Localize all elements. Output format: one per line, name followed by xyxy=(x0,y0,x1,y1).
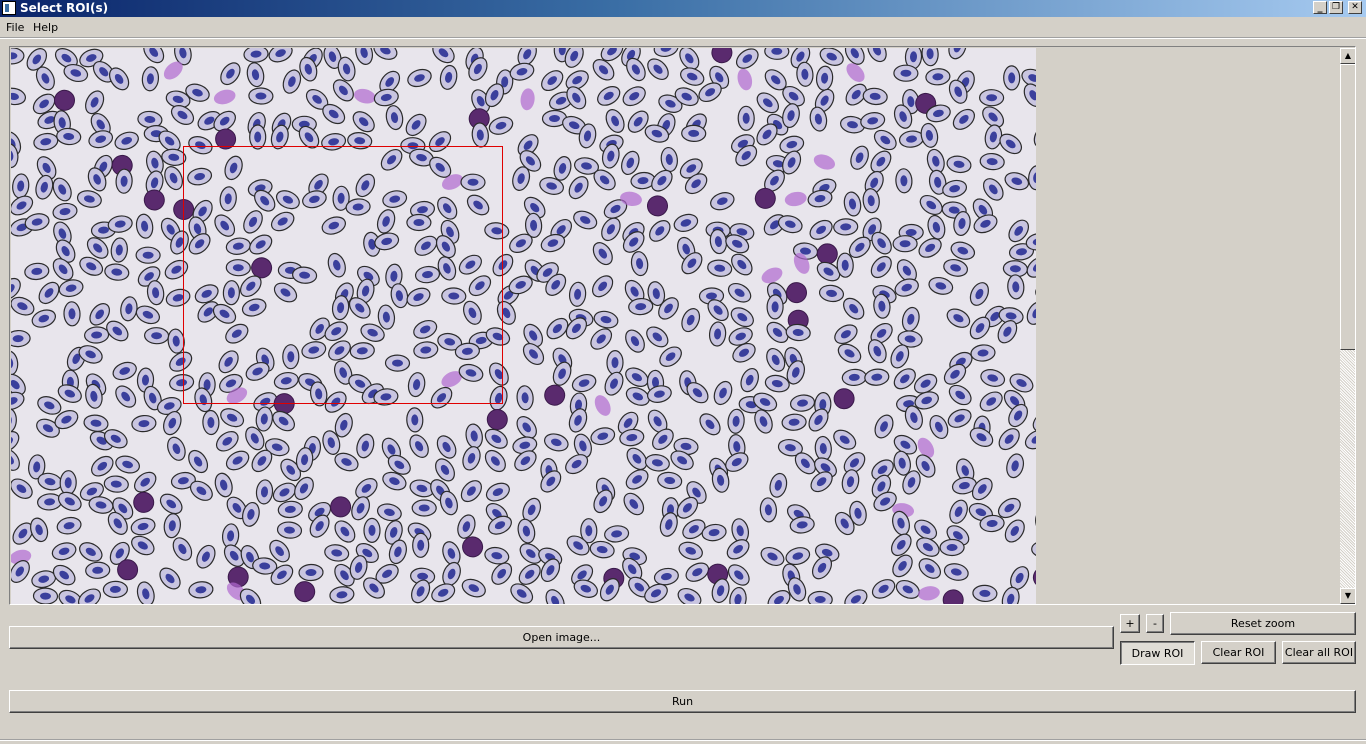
close-button[interactable]: ✕ xyxy=(1348,1,1362,14)
restore-button[interactable]: ❐ xyxy=(1329,1,1343,14)
roi-rectangle[interactable] xyxy=(183,146,503,404)
scroll-track[interactable] xyxy=(1340,350,1355,588)
menu-separator xyxy=(0,37,1366,39)
reset-zoom-button[interactable]: Reset zoom xyxy=(1170,612,1356,635)
scroll-thumb[interactable] xyxy=(1340,64,1355,350)
open-image-button[interactable]: Open image... xyxy=(9,626,1114,649)
title-bar[interactable]: Select ROI(s) _ ❐ ✕ xyxy=(0,0,1366,17)
zoom-out-button[interactable]: - xyxy=(1146,614,1164,633)
draw-roi-button[interactable]: Draw ROI xyxy=(1120,641,1195,665)
menu-file[interactable]: File xyxy=(6,21,25,34)
blood-smear-image xyxy=(11,48,1036,604)
window-title: Select ROI(s) xyxy=(20,1,109,15)
menu-bar: File Help xyxy=(0,18,1366,37)
menu-help[interactable]: Help xyxy=(33,21,59,34)
scroll-down-arrow-icon[interactable]: ▼ xyxy=(1340,588,1355,604)
run-button[interactable]: Run xyxy=(9,690,1356,713)
minimize-button[interactable]: _ xyxy=(1313,1,1327,14)
zoom-in-button[interactable]: + xyxy=(1120,614,1140,633)
clear-roi-button[interactable]: Clear ROI xyxy=(1201,641,1276,664)
scroll-up-arrow-icon[interactable]: ▲ xyxy=(1340,48,1355,64)
app-icon xyxy=(2,1,16,15)
image-viewport[interactable]: ▲ ▼ xyxy=(9,46,1356,605)
vertical-scrollbar[interactable]: ▲ ▼ xyxy=(1340,48,1355,604)
microscopy-image[interactable] xyxy=(11,48,1036,604)
clear-all-roi-button[interactable]: Clear all ROI xyxy=(1282,641,1356,664)
status-separator xyxy=(0,739,1366,741)
